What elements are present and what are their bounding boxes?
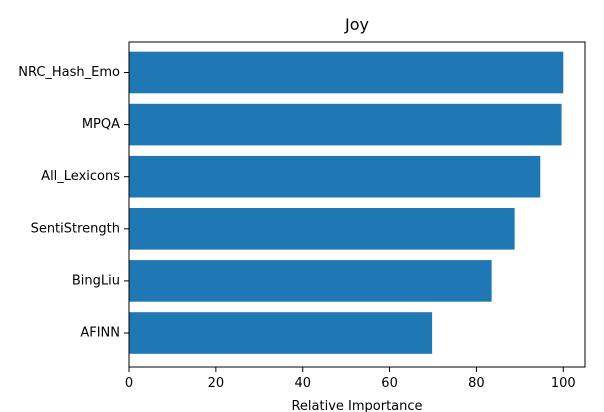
x-tick-label: 80 bbox=[468, 376, 485, 391]
y-tick-label: SentiStrength bbox=[31, 221, 120, 236]
x-tick-label: 100 bbox=[551, 376, 576, 391]
bars-group bbox=[129, 51, 564, 354]
x-axis-label: Relative Importance bbox=[291, 399, 422, 412]
bar bbox=[129, 260, 492, 302]
x-tick-label: 20 bbox=[208, 376, 225, 391]
y-ticks-group: NRC_Hash_Emo MPQA All_Lexicons SentiStrengt… bbox=[18, 65, 129, 341]
y-tick-label: NRC_Hash_Emo bbox=[18, 65, 120, 80]
x-tick-label: 0 bbox=[125, 376, 133, 391]
bar bbox=[129, 208, 515, 250]
y-tick-label: MPQA bbox=[82, 117, 120, 132]
bar bbox=[129, 103, 562, 146]
x-tick-label: 60 bbox=[381, 376, 398, 391]
x-tick-label: 40 bbox=[294, 376, 311, 391]
plot-frame bbox=[128, 41, 586, 368]
y-tick-label: All_Lexicons bbox=[41, 169, 120, 184]
x-ticks-group: 0 20 40 60 80 100 bbox=[125, 367, 576, 391]
y-tick-label: BingLiu bbox=[72, 273, 120, 288]
y-tick-label: AFINN bbox=[80, 326, 120, 341]
bar bbox=[129, 51, 564, 94]
bar bbox=[129, 312, 433, 354]
bar bbox=[129, 155, 541, 198]
chart-title: Joy bbox=[344, 15, 369, 34]
